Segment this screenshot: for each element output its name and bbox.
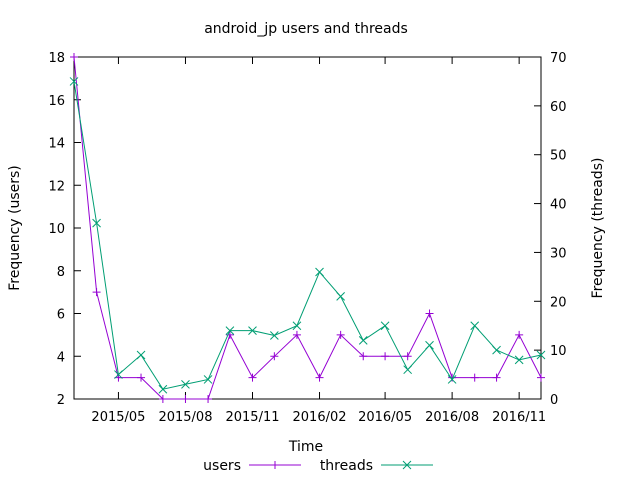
data-point-users <box>137 373 146 382</box>
legend-label-users: users <box>203 458 241 474</box>
y-left-tick-label: 4 <box>57 350 65 365</box>
data-point-threads <box>225 326 235 335</box>
data-point-threads <box>292 321 302 331</box>
data-point-threads <box>248 326 257 335</box>
series-threads <box>69 77 546 394</box>
data-point-users <box>92 288 101 297</box>
series-users <box>70 53 545 403</box>
data-point-threads <box>203 375 213 384</box>
data-point-users <box>248 373 257 382</box>
data-point-threads <box>380 321 390 331</box>
legend: users threads <box>203 458 433 474</box>
data-point-threads <box>425 340 434 350</box>
y-right-tick-label: 0 <box>550 393 558 408</box>
y-left-tick-label: 12 <box>48 179 65 194</box>
x-tick-label: 2016/05 <box>358 410 412 425</box>
data-point-users <box>315 373 324 382</box>
y-right-tick-label: 50 <box>550 149 567 164</box>
data-point-threads <box>403 365 413 375</box>
data-point-users <box>537 373 545 382</box>
data-point-users <box>425 309 434 318</box>
data-point-threads <box>447 375 457 384</box>
data-point-users <box>70 53 78 61</box>
y-left-tick-label: 10 <box>48 222 65 237</box>
x-tick-label: 2015/11 <box>225 410 279 425</box>
x-tick-label: 2016/08 <box>425 410 479 425</box>
data-point-threads <box>69 77 79 86</box>
y-axis-left-label: Frequency (users) <box>7 165 23 291</box>
y-left-tick-label: 14 <box>48 137 65 152</box>
data-point-threads <box>136 350 146 360</box>
data-point-users <box>403 352 412 361</box>
data-point-users <box>225 330 234 339</box>
y-right-tick-label: 40 <box>550 198 567 213</box>
data-point-users <box>270 352 279 361</box>
data-point-threads <box>336 292 346 301</box>
series-line-users <box>73 56 542 400</box>
y-right-tick-label: 30 <box>550 246 567 261</box>
data-point-threads <box>315 267 324 277</box>
plot-border <box>73 56 542 400</box>
y-right-tick-label: 70 <box>550 51 567 66</box>
plot-frame <box>73 56 542 400</box>
data-point-users <box>470 373 479 382</box>
axis-ticks: 2 4 6 8 10 12 14 16 18 0 10 20 30 40 50 60 70 2015/05 2015… <box>48 51 566 425</box>
data-point-users <box>492 373 501 382</box>
y-right-tick-label: 20 <box>550 295 567 310</box>
chart-title: android_jp users and threads <box>204 21 408 37</box>
data-point-threads <box>181 379 190 389</box>
series-layer <box>69 53 546 403</box>
y-left-tick-label: 18 <box>48 51 65 66</box>
data-point-threads <box>514 355 524 365</box>
data-point-users <box>292 330 301 339</box>
data-point-users <box>204 395 213 403</box>
legend-marker-threads <box>402 460 412 470</box>
legend-marker-users <box>271 461 279 469</box>
data-point-threads <box>158 384 168 394</box>
data-point-users <box>381 352 390 361</box>
data-point-users <box>158 395 167 403</box>
x-tick-label: 2015/05 <box>91 410 145 425</box>
y-left-tick-label: 2 <box>57 393 65 408</box>
data-point-threads <box>269 331 279 340</box>
data-point-threads <box>470 321 480 331</box>
x-tick-label: 2016/02 <box>293 410 347 425</box>
series-line-threads <box>73 81 542 390</box>
data-point-threads <box>92 218 101 228</box>
data-point-threads <box>358 336 368 345</box>
x-axis-label: Time <box>288 439 323 455</box>
data-point-threads <box>536 350 546 360</box>
legend-label-threads: threads <box>320 458 373 474</box>
data-point-users <box>181 395 190 403</box>
data-point-users <box>359 352 368 361</box>
y-axis-right-label: Frequency (threads) <box>590 158 606 299</box>
data-point-threads <box>492 345 501 355</box>
y-right-tick-label: 10 <box>550 344 567 359</box>
y-left-tick-label: 6 <box>57 308 65 323</box>
y-left-tick-label: 16 <box>48 94 65 109</box>
x-tick-label: 2016/11 <box>492 410 546 425</box>
y-left-tick-label: 8 <box>57 265 65 280</box>
data-point-users <box>515 330 524 339</box>
data-point-threads <box>114 370 123 379</box>
y-right-tick-label: 60 <box>550 100 567 115</box>
data-point-users <box>336 330 345 339</box>
x-tick-label: 2015/08 <box>158 410 212 425</box>
